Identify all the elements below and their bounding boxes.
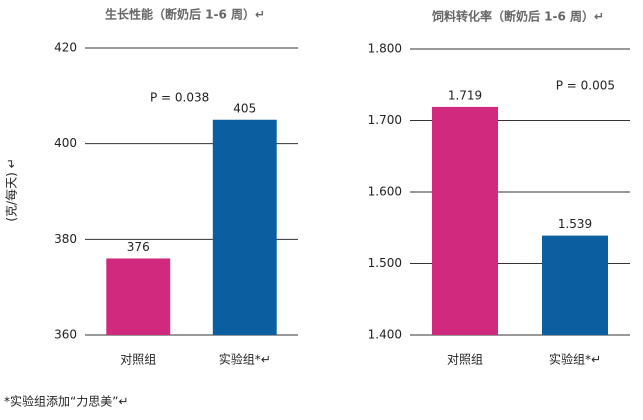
bar — [212, 119, 277, 335]
y-tick-label: 1.800 — [368, 42, 402, 56]
chart-title: 饲料转化率（断奶后 1-6 周）↵ — [431, 9, 604, 24]
annotation: P = 0.038 — [150, 91, 209, 105]
bar — [542, 235, 608, 335]
data-label: 1.539 — [558, 217, 592, 231]
y-tick-label: 400 — [54, 136, 77, 150]
data-label: 376 — [127, 240, 150, 254]
y-tick-label: 1.600 — [368, 185, 402, 199]
data-label: 405 — [233, 101, 256, 115]
annotation: P = 0.005 — [556, 79, 615, 93]
x-tick-label: 实验组*↵ — [219, 352, 271, 367]
y-tick-label: 420 — [54, 41, 77, 55]
x-tick-label: 对照组 — [447, 353, 483, 367]
y-tick-label: 1.700 — [368, 113, 402, 127]
y-tick-label: 380 — [54, 232, 77, 246]
y-axis-label: (克/每天) ↵ — [4, 158, 19, 221]
y-tick-label: 360 — [54, 328, 77, 342]
bar — [432, 106, 498, 335]
chart-title: 生长性能（断奶后 1-6 周）↵ — [105, 7, 265, 22]
footnote: *实验组添加“力思美”↵ — [4, 394, 129, 409]
data-label: 1.719 — [448, 88, 482, 102]
y-tick-label: 1.400 — [368, 328, 402, 342]
x-tick-label: 实验组*↵ — [549, 352, 601, 367]
x-tick-label: 对照组 — [120, 353, 156, 367]
y-tick-label: 1.500 — [368, 256, 402, 270]
bar — [106, 258, 171, 335]
